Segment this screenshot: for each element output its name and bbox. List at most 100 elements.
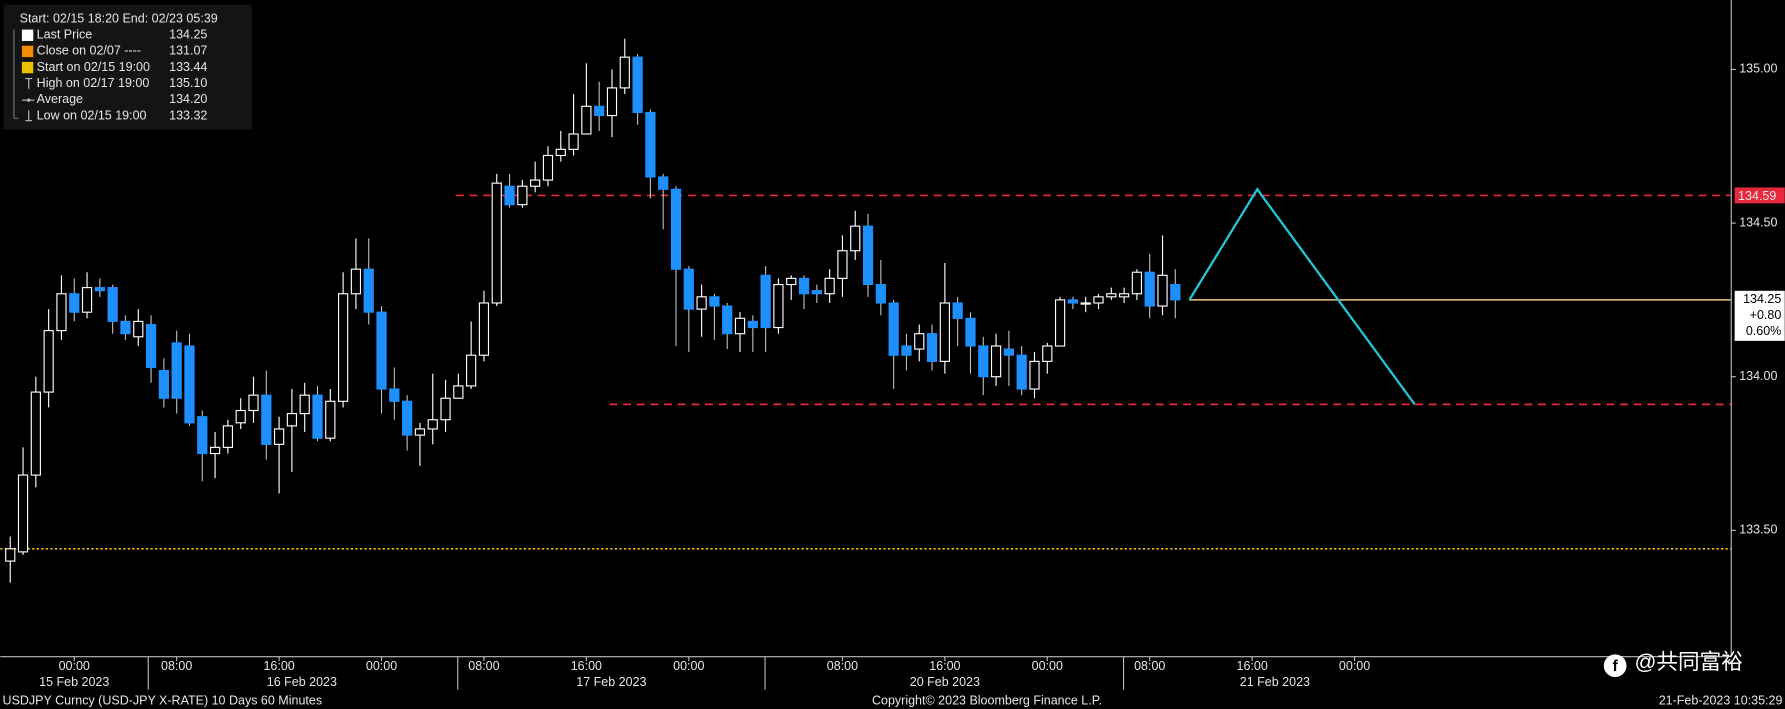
candle-body bbox=[709, 296, 720, 307]
candle-body bbox=[517, 185, 528, 206]
candle-body bbox=[453, 385, 464, 399]
candle-body bbox=[645, 111, 656, 178]
x-tick-label: 16:00 bbox=[929, 659, 960, 673]
candle-body bbox=[594, 105, 605, 117]
legend-value: 131.07 bbox=[169, 44, 207, 58]
candle-body bbox=[926, 333, 938, 362]
candle-body bbox=[606, 87, 618, 117]
candle-body bbox=[965, 317, 976, 347]
candle-body bbox=[530, 179, 541, 187]
day-separators bbox=[147, 656, 1125, 690]
date-label: 17 Feb 2023 bbox=[576, 675, 646, 689]
candle-body bbox=[466, 354, 477, 387]
candle-body bbox=[658, 176, 669, 190]
legend-label: Last Price bbox=[37, 28, 93, 42]
last-price-label: 134.25 bbox=[1743, 292, 1781, 306]
candle-body bbox=[581, 105, 592, 135]
candle-body bbox=[286, 413, 298, 427]
candle-body bbox=[299, 394, 310, 415]
candle-body bbox=[273, 428, 285, 445]
candle-body bbox=[1157, 274, 1168, 307]
x-tick-label: 00:00 bbox=[1339, 659, 1370, 673]
legend: Start: 02/15 18:20 End: 02/23 05:39 Last… bbox=[3, 4, 252, 130]
candle-body bbox=[81, 287, 93, 313]
candle-body bbox=[478, 302, 490, 356]
candle-body bbox=[350, 268, 362, 295]
candle-body bbox=[197, 416, 208, 455]
date-label: 15 Feb 2023 bbox=[39, 675, 109, 689]
candle-body bbox=[209, 446, 221, 455]
candle-body bbox=[722, 305, 733, 335]
candle-body bbox=[504, 185, 515, 206]
candle-body bbox=[1054, 299, 1066, 347]
legend-box bbox=[3, 4, 252, 130]
candle-body bbox=[747, 320, 758, 329]
candle-body bbox=[171, 342, 182, 399]
x-tick-label: 16:00 bbox=[263, 659, 294, 673]
legend-label: High on 02/17 19:00 bbox=[37, 76, 150, 90]
candle-body bbox=[376, 311, 387, 390]
candle-body bbox=[248, 394, 259, 412]
candle-body bbox=[914, 333, 925, 350]
candle-body bbox=[798, 277, 810, 295]
x-tick-label: 08:00 bbox=[161, 659, 192, 673]
candle-body bbox=[1093, 296, 1104, 304]
candle-body bbox=[389, 388, 400, 402]
candle-body bbox=[1029, 360, 1040, 390]
legend-average-icon bbox=[27, 98, 31, 102]
legend-value: 134.20 bbox=[169, 92, 207, 106]
plot-area bbox=[0, 38, 1732, 583]
candle-body bbox=[850, 225, 861, 252]
candle-body bbox=[30, 391, 41, 476]
x-tick-label: 08:00 bbox=[468, 659, 499, 673]
footer-center: Copyright© 2023 Bloomberg Finance L.P. bbox=[872, 693, 1102, 707]
candle-body bbox=[43, 330, 54, 393]
candle-body bbox=[17, 474, 29, 553]
candle-body bbox=[427, 419, 438, 430]
candle-body bbox=[184, 345, 195, 424]
candle-body bbox=[363, 268, 374, 313]
watermark-icon-glyph: f bbox=[1613, 658, 1619, 675]
candle-body bbox=[632, 56, 643, 114]
candle-body bbox=[145, 323, 157, 369]
projection-line bbox=[1188, 187, 1416, 406]
y-tick-label: 135.00 bbox=[1739, 62, 1777, 76]
x-tick-label: 16:00 bbox=[1237, 659, 1268, 673]
candle-body bbox=[325, 400, 336, 439]
candle-body bbox=[337, 293, 349, 402]
candle-body bbox=[1067, 299, 1079, 304]
x-tick-label: 08:00 bbox=[1134, 659, 1165, 673]
legend-tree bbox=[13, 29, 19, 119]
x-tick-label: 16:00 bbox=[571, 659, 602, 673]
candle-body bbox=[120, 320, 131, 335]
date-label: 21 Feb 2023 bbox=[1240, 675, 1310, 689]
candle-body bbox=[1170, 283, 1181, 301]
candle-body bbox=[696, 296, 707, 310]
candle-body bbox=[939, 302, 950, 362]
level-tag bbox=[1734, 187, 1785, 204]
candle-body bbox=[1118, 293, 1130, 298]
candle-body bbox=[1131, 271, 1143, 295]
candle-body bbox=[133, 320, 144, 338]
watermark-icon bbox=[1603, 654, 1627, 678]
candle-body bbox=[222, 425, 234, 448]
legend-swatch bbox=[21, 61, 34, 74]
candle-body bbox=[683, 268, 694, 310]
footer-left: USDJPY Curncy (USD-JPY X-RATE) 10 Days 6… bbox=[3, 693, 323, 707]
candle-body bbox=[862, 225, 874, 286]
candle-body bbox=[1106, 293, 1117, 298]
watermark: @共同富裕 bbox=[1635, 649, 1743, 674]
candle-body bbox=[107, 287, 118, 322]
y-tick-label: 133.50 bbox=[1739, 523, 1777, 537]
candle-body bbox=[568, 133, 579, 150]
level-tag-label: 134.59 bbox=[1738, 189, 1776, 203]
candle-body bbox=[5, 548, 16, 562]
date-label: 16 Feb 2023 bbox=[267, 675, 337, 689]
candle-body bbox=[440, 397, 451, 421]
legend-low-icon bbox=[25, 110, 33, 122]
candle-body bbox=[69, 293, 80, 313]
candle-body bbox=[786, 277, 797, 286]
candle-body bbox=[734, 317, 746, 335]
last-price-pct: 0.60% bbox=[1746, 324, 1781, 338]
legend-value: 133.32 bbox=[169, 108, 207, 122]
